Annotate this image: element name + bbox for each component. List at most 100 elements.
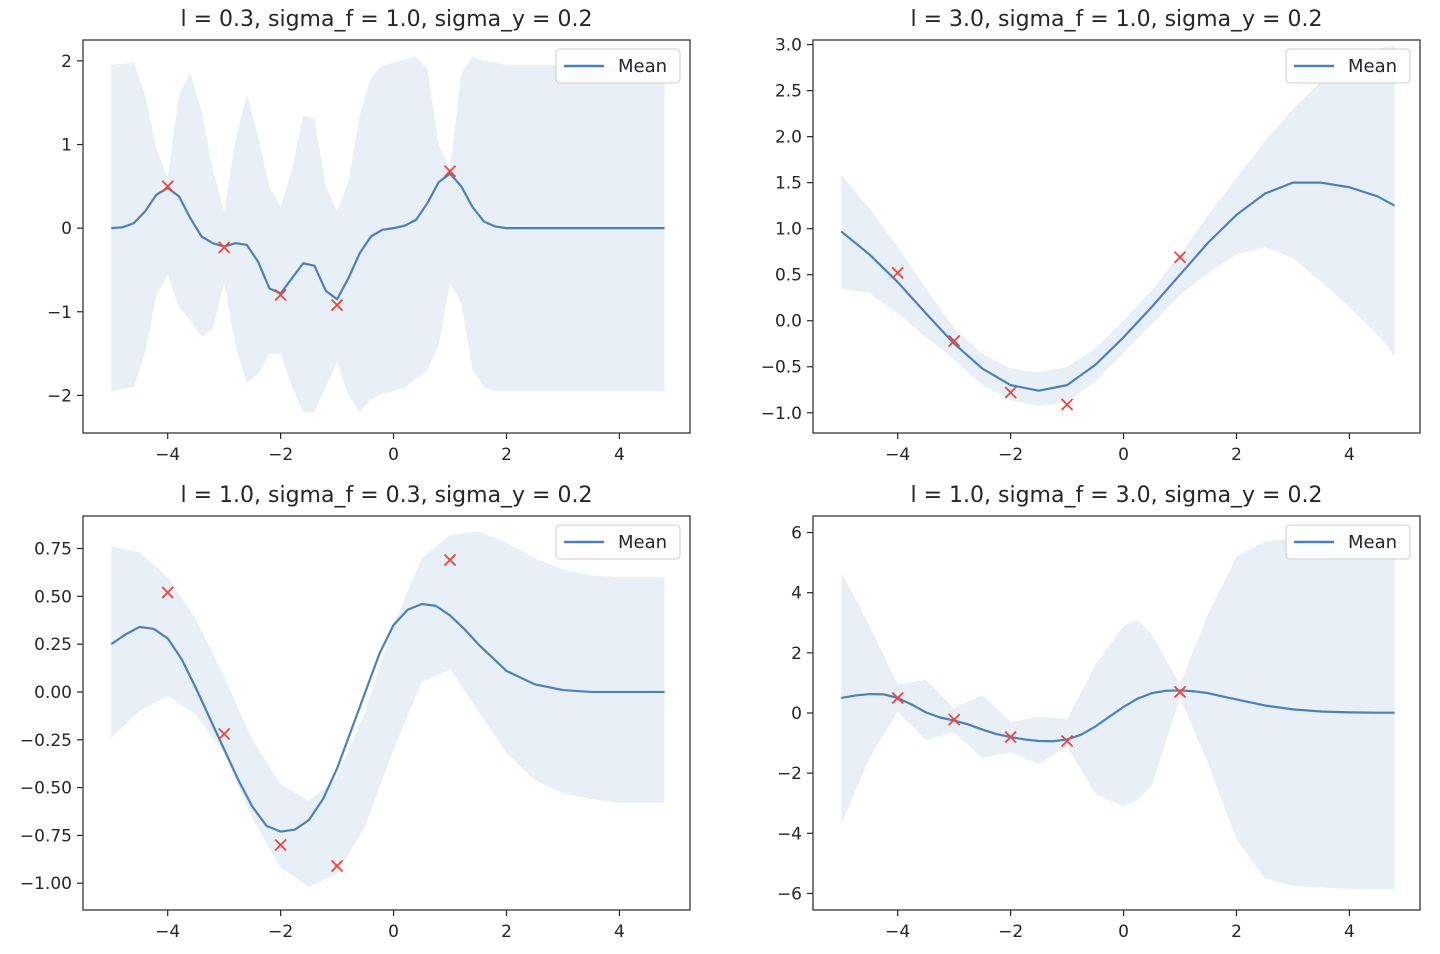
x-tick-label: 4 (1344, 445, 1355, 465)
y-tick-label: 0.25 (34, 635, 72, 655)
y-tick-label: −4 (777, 824, 802, 844)
y-tick-label: −0.25 (20, 731, 72, 751)
data-point-marker (1060, 734, 1074, 748)
legend-box (555, 524, 681, 560)
subplot-l10-sf03: l = 1.0, sigma_f = 0.3, sigma_y = 0.2 −4 −… (20, 483, 691, 942)
legend-box (1285, 524, 1411, 560)
data-point-marker (948, 713, 961, 726)
y-tick-label: 2 (791, 644, 802, 664)
y-tick-label: −1.0 (761, 404, 802, 424)
data-point-marker (891, 691, 904, 705)
legend-label: Mean (618, 56, 667, 77)
y-tick-label: −1.00 (20, 874, 72, 894)
x-tick-label: 2 (1231, 922, 1242, 942)
x-tick-label: −4 (155, 922, 180, 942)
y-tick-label: −1 (47, 303, 72, 323)
subplot-title: l = 0.3, sigma_f = 1.0, sigma_y = 0.2 (181, 7, 593, 32)
x-tick-label: 2 (501, 922, 512, 942)
x-tick-label: 2 (501, 445, 512, 465)
x-tick-label: −4 (885, 922, 910, 942)
y-tick-label: 0.5 (775, 266, 802, 286)
y-tick-label: 1 (61, 136, 72, 156)
y-tick-label: 6 (791, 524, 802, 544)
axes-frame (812, 39, 1421, 434)
x-tick-label: 0 (388, 445, 399, 465)
subplot-l03-sf10: l = 0.3, sigma_f = 1.0, sigma_y = 0.2 −4 −… (47, 7, 691, 465)
mean-line (111, 172, 665, 301)
y-tick-label: 0.0 (775, 312, 802, 332)
x-tick-label: −2 (268, 445, 293, 465)
x-tick-label: 0 (1118, 445, 1129, 465)
y-tick-label: 0 (791, 704, 802, 724)
legend-label: Mean (1348, 56, 1397, 77)
legend: Mean (555, 524, 681, 560)
y-tick-label: 1.5 (775, 174, 802, 194)
uncertainty-band (841, 44, 1395, 407)
uncertainty-band (841, 537, 1395, 889)
data-point-marker (1004, 730, 1017, 744)
y-tick-label: 2 (61, 52, 72, 72)
data-point-marker (330, 859, 344, 873)
x-tick-label: 4 (1344, 922, 1355, 942)
mean-line (840, 181, 1396, 392)
y-tick-label: 0.00 (34, 683, 72, 703)
data-point-marker (891, 266, 904, 279)
data-point-marker (1060, 398, 1074, 411)
x-tick-label: 4 (614, 922, 625, 942)
data-point-marker (1173, 685, 1187, 699)
x-tick-label: −2 (998, 922, 1023, 942)
y-tick-label: 4 (791, 584, 802, 604)
legend-box (555, 48, 681, 84)
x-tick-label: 0 (388, 922, 399, 942)
x-tick-label: −4 (155, 445, 180, 465)
data-point-marker (218, 241, 231, 254)
data-point-marker (330, 298, 344, 312)
data-point-marker (443, 165, 457, 178)
y-tick-label: −2 (47, 386, 72, 406)
data-point-marker (161, 180, 174, 193)
legend: Mean (1285, 48, 1411, 84)
x-tick-label: −2 (268, 922, 293, 942)
data-point-marker (161, 586, 174, 599)
uncertainty-band (111, 531, 665, 888)
data-point-marker (1173, 251, 1187, 264)
y-tick-label: −6 (777, 884, 802, 904)
data-point-marker (274, 288, 287, 302)
y-tick-label: −0.50 (20, 779, 72, 799)
mean-line (841, 689, 1395, 743)
uncertainty-band (111, 56, 665, 413)
subplot-l10-sf30: l = 1.0, sigma_f = 3.0, sigma_y = 0.2 −4 −… (777, 483, 1421, 942)
y-tick-label: −0.75 (20, 826, 72, 846)
x-tick-label: 4 (614, 445, 625, 465)
subplot-title: l = 1.0, sigma_f = 0.3, sigma_y = 0.2 (181, 483, 593, 508)
data-point-marker (218, 727, 231, 741)
x-tick-label: −4 (885, 445, 910, 465)
subplot-l30-sf10: l = 3.0, sigma_f = 1.0, sigma_y = 0.2 −4 −… (761, 7, 1421, 465)
y-tick-label: −0.5 (761, 358, 802, 378)
subplot-title: l = 1.0, sigma_f = 3.0, sigma_y = 0.2 (911, 483, 1323, 508)
y-tick-label: 0 (61, 219, 72, 239)
data-point-marker (274, 838, 287, 852)
legend: Mean (1285, 524, 1411, 560)
legend: Mean (555, 48, 681, 84)
subplot-title: l = 3.0, sigma_f = 1.0, sigma_y = 0.2 (911, 7, 1323, 32)
x-tick-label: 0 (1118, 922, 1129, 942)
y-tick-label: −2 (777, 764, 802, 784)
y-tick-label: 3.0 (775, 36, 802, 56)
legend-label: Mean (1348, 532, 1397, 553)
y-tick-label: 2.5 (775, 82, 802, 102)
x-tick-label: 2 (1231, 445, 1242, 465)
x-tick-label: −2 (998, 445, 1023, 465)
y-tick-label: 2.0 (775, 128, 802, 148)
data-point-marker (948, 334, 961, 348)
mean-line (110, 602, 665, 833)
y-tick-label: 1.0 (775, 220, 802, 240)
data-point-marker (443, 553, 457, 567)
legend-box (1285, 48, 1411, 84)
legend-label: Mean (618, 532, 667, 553)
data-point-marker (1004, 386, 1017, 399)
axes-frame (82, 515, 691, 911)
y-tick-label: 0.50 (34, 587, 72, 607)
axes-frame (82, 39, 691, 434)
